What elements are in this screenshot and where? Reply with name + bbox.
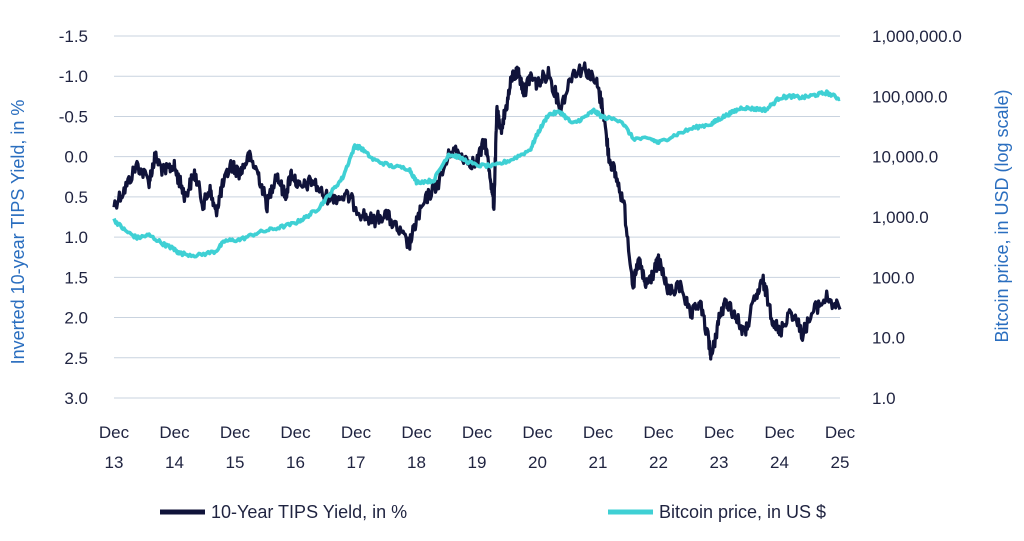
left-tick-label: -0.5 xyxy=(59,107,88,126)
x-tick-year: 25 xyxy=(831,453,850,472)
left-tick-label: 1.0 xyxy=(64,228,88,247)
x-tick-month: Dec xyxy=(401,423,432,442)
legend: 10-Year TIPS Yield, in % Bitcoin price, … xyxy=(160,502,826,522)
right-tick-label: 100.0 xyxy=(872,268,915,287)
x-tick-month: Dec xyxy=(462,423,493,442)
x-tick-month: Dec xyxy=(280,423,311,442)
x-tick-month: Dec xyxy=(522,423,553,442)
right-tick-label: 100,000.0 xyxy=(872,87,948,106)
left-axis-title: Inverted 10-year TIPS Yield, in % xyxy=(8,100,28,365)
left-tick-label: 0.0 xyxy=(64,148,88,167)
x-tick-year: 22 xyxy=(649,453,668,472)
x-axis-ticks: Dec 13 Dec 14 Dec 15 Dec 16 Dec 17 Dec 18 Dec 19 Dec 20… xyxy=(99,423,856,472)
right-tick-label: 10,000.0 xyxy=(872,148,938,167)
x-tick-month: Dec xyxy=(764,423,795,442)
left-tick-label: 3.0 xyxy=(64,389,88,408)
left-axis-ticks: -1.5 -1.0 -0.5 0.0 0.5 1.0 1.5 2.0 2.5 3.0 xyxy=(59,27,88,408)
legend-label-btc: Bitcoin price, in US $ xyxy=(659,502,826,522)
tips-yield-line xyxy=(112,61,842,361)
x-tick-year: 24 xyxy=(770,453,789,472)
x-tick-year: 18 xyxy=(407,453,426,472)
gridlines xyxy=(114,35,840,399)
x-tick-year: 19 xyxy=(468,453,487,472)
x-tick-month: Dec xyxy=(99,423,130,442)
x-tick-year: 14 xyxy=(165,453,184,472)
x-tick-year: 20 xyxy=(528,453,547,472)
x-tick-year: 17 xyxy=(347,453,366,472)
x-tick-year: 21 xyxy=(589,453,608,472)
series-lines xyxy=(112,61,842,361)
left-tick-label: -1.5 xyxy=(59,27,88,46)
left-tick-label: -1.0 xyxy=(59,67,88,86)
left-tick-label: 0.5 xyxy=(64,188,88,207)
x-tick-month: Dec xyxy=(704,423,735,442)
right-tick-label: 10.0 xyxy=(872,329,905,348)
x-tick-month: Dec xyxy=(220,423,251,442)
right-axis-ticks: 1.0 10.0 100.0 1,000.0 10,000.0 100,000.0 1,00… xyxy=(872,27,962,408)
x-tick-month: Dec xyxy=(341,423,372,442)
x-tick-month: Dec xyxy=(583,423,614,442)
right-tick-label: 1.0 xyxy=(872,389,896,408)
right-tick-label: 1,000,000.0 xyxy=(872,27,962,46)
x-tick-year: 23 xyxy=(710,453,729,472)
left-tick-label: 1.5 xyxy=(64,268,88,287)
x-tick-month: Dec xyxy=(643,423,674,442)
x-tick-year: 15 xyxy=(226,453,245,472)
x-tick-year: 16 xyxy=(286,453,305,472)
legend-label-tips: 10-Year TIPS Yield, in % xyxy=(211,502,407,522)
x-tick-month: Dec xyxy=(825,423,856,442)
right-axis-title: Bitcoin price, in USD (log scale) xyxy=(992,89,1012,342)
right-tick-label: 1,000.0 xyxy=(872,208,929,227)
bitcoin-price-line xyxy=(112,89,841,259)
left-tick-label: 2.0 xyxy=(64,309,88,328)
x-tick-year: 13 xyxy=(105,453,124,472)
left-tick-label: 2.5 xyxy=(64,349,88,368)
x-tick-month: Dec xyxy=(159,423,190,442)
